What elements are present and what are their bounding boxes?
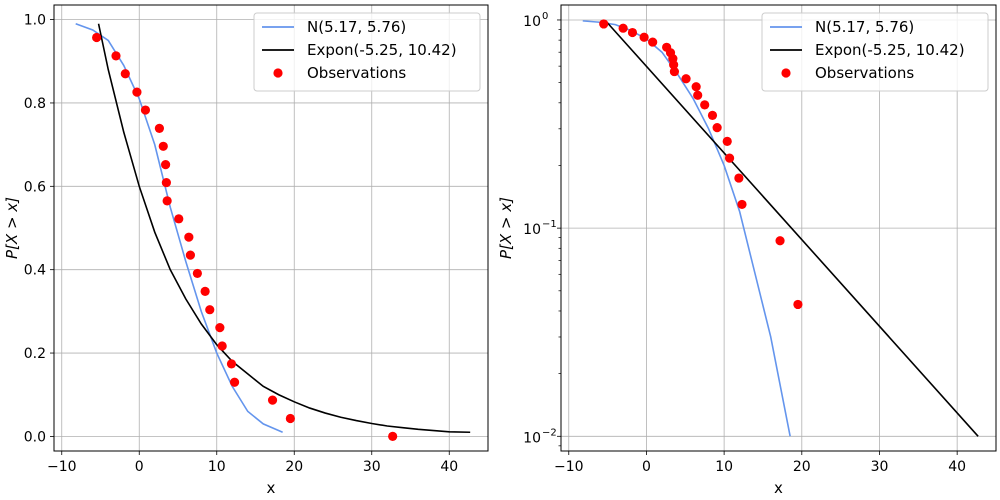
y-axis-label: P[X > x]	[497, 197, 515, 259]
observation-point	[618, 23, 628, 33]
observation-point	[185, 250, 195, 260]
legend-label: Observations	[815, 64, 914, 82]
observation-point	[707, 110, 718, 120]
observation-point	[724, 153, 735, 163]
legend: N(5.17, 5.76) Expon(-5.25, 10.42) Observat…	[761, 12, 989, 92]
observation-point	[174, 214, 184, 224]
y-tick-label: 0.6	[24, 179, 46, 195]
legend-swatch-marker	[781, 68, 791, 78]
x-tick-label: 10	[208, 459, 226, 475]
observation-point	[120, 69, 130, 79]
y-tick-label: 10	[523, 14, 541, 30]
series-line-1	[97, 23, 471, 434]
y-tick-label: 0.2	[24, 346, 46, 362]
x-axis-label: x	[267, 479, 276, 497]
observation-point	[192, 268, 202, 279]
observation-point	[140, 105, 151, 115]
series-line-0	[75, 23, 283, 433]
axes-frame	[53, 4, 489, 452]
y-tick-label: 1.0	[24, 13, 46, 29]
legend-label: Expon(-5.25, 10.42)	[815, 41, 965, 59]
x-tick-label: −10	[554, 459, 584, 475]
legend-label: Expon(-5.25, 10.42)	[307, 41, 457, 59]
observation-point	[793, 299, 803, 310]
x-tick-label: 0	[135, 459, 144, 475]
observation-point	[737, 199, 747, 210]
series-line-1	[605, 20, 979, 437]
legend: N(5.17, 5.76) Expon(-5.25, 10.42) Observat…	[253, 12, 481, 92]
plot-area	[582, 19, 979, 437]
y-tick-label: 10	[523, 430, 541, 446]
legend-label: N(5.17, 5.76)	[815, 18, 914, 36]
y-tick-label: 0.8	[24, 96, 46, 112]
observation-point	[693, 90, 703, 100]
legend-label: N(5.17, 5.76)	[307, 18, 406, 36]
x-tick-label: 20	[285, 459, 303, 475]
y-tick-label: 0.4	[24, 263, 46, 279]
observation-point	[229, 377, 240, 387]
legend-box	[253, 12, 481, 92]
legend-swatch-marker	[273, 68, 283, 78]
x-tick-label: 30	[363, 459, 381, 475]
series-line-0	[582, 20, 791, 437]
y-tick-label: 10	[523, 222, 541, 238]
observation-point	[158, 141, 168, 151]
observation-point	[215, 323, 225, 333]
x-tick-label: 40	[440, 459, 458, 475]
observation-point	[639, 32, 649, 42]
legend-box	[761, 12, 989, 92]
y-tick-exponent: −2	[542, 427, 557, 438]
observation-point	[161, 177, 171, 188]
observation-point	[775, 236, 785, 246]
observation-point	[599, 19, 609, 29]
observation-point	[205, 305, 215, 315]
observation-point	[200, 286, 210, 296]
x-tick-label: 40	[948, 459, 966, 475]
observation-point	[388, 431, 398, 442]
y-tick-exponent: −1	[542, 219, 557, 230]
y-tick-exponent: 0	[542, 11, 548, 22]
plot-area	[75, 23, 471, 442]
observation-point	[154, 123, 164, 133]
x-axis-label: x	[774, 479, 783, 497]
observation-point	[267, 395, 278, 405]
x-tick-label: 0	[642, 459, 651, 475]
observation-point	[92, 32, 102, 43]
observation-point	[226, 359, 237, 369]
observation-point	[285, 413, 295, 424]
observation-point	[217, 341, 227, 351]
x-tick-label: 10	[715, 459, 733, 475]
observation-point	[111, 51, 121, 61]
observation-point	[132, 87, 142, 97]
observation-point	[691, 82, 701, 92]
observation-point	[648, 37, 658, 47]
x-tick-label: 30	[871, 459, 889, 475]
observation-point	[681, 74, 691, 84]
y-tick-label: 0.0	[24, 429, 46, 445]
observation-point	[669, 60, 679, 70]
x-tick-label: −10	[47, 459, 77, 475]
observation-point	[184, 232, 194, 242]
observation-point	[669, 66, 680, 77]
observation-point	[162, 196, 172, 206]
y-axis-label: P[X > x]	[3, 197, 21, 259]
observation-point	[712, 123, 722, 133]
observation-point	[627, 27, 638, 38]
observation-point	[722, 136, 732, 147]
observation-point	[700, 100, 710, 110]
x-tick-label: 20	[793, 459, 811, 475]
observation-point	[734, 173, 744, 183]
legend-label: Observations	[307, 64, 406, 82]
chart-left-linear: −10 0 10 20 30 40 0.0 0.2 0.4 0.6 0.8 1.0 x P[X > x] N…	[3, 4, 489, 497]
observation-point	[161, 160, 171, 170]
